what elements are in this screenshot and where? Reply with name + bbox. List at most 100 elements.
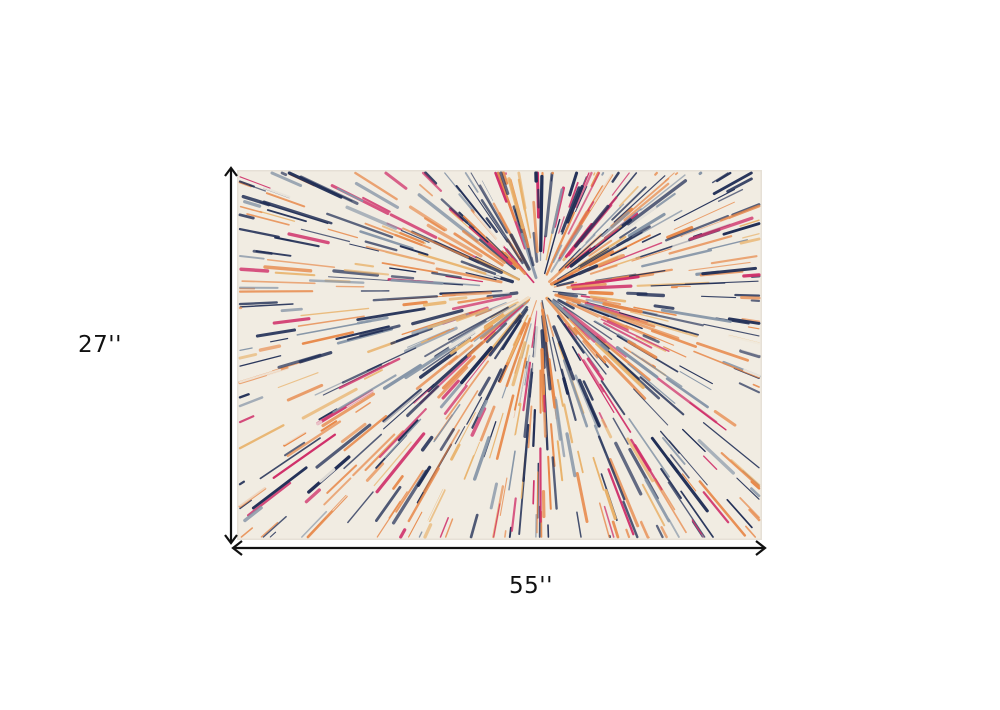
rug-streak bbox=[634, 298, 664, 304]
rug-border bbox=[237, 170, 762, 540]
rug-streak bbox=[562, 359, 589, 428]
rug-streak bbox=[364, 430, 405, 472]
rug-streak bbox=[259, 210, 296, 222]
rug-streak bbox=[640, 174, 686, 211]
rug-streak bbox=[727, 317, 761, 325]
rug-streak bbox=[260, 362, 279, 370]
rug-streak bbox=[508, 405, 520, 455]
rug-streak bbox=[556, 490, 561, 519]
rug-streak bbox=[355, 401, 371, 413]
rug-streak bbox=[421, 171, 443, 192]
rug-streak bbox=[660, 467, 682, 500]
rug-streak bbox=[660, 171, 668, 179]
rug-streak bbox=[577, 264, 599, 276]
rug-streak bbox=[578, 353, 615, 413]
rug-streak bbox=[739, 237, 761, 245]
rug-streak bbox=[532, 479, 535, 505]
rug-streak bbox=[426, 476, 451, 524]
rug-streak bbox=[606, 319, 629, 331]
rug-streak bbox=[374, 383, 431, 431]
rug-streak bbox=[346, 390, 374, 408]
rug-streak bbox=[238, 227, 280, 239]
rug-streak bbox=[582, 340, 599, 359]
rug-streak bbox=[395, 327, 433, 343]
rug-streak bbox=[566, 185, 584, 224]
rug-streak bbox=[255, 328, 297, 338]
rug-streak bbox=[589, 295, 627, 303]
rug-streak bbox=[499, 171, 510, 195]
rug-streak bbox=[246, 481, 292, 517]
rug-streak bbox=[422, 300, 447, 307]
rug-streak bbox=[565, 432, 577, 478]
rug-streak bbox=[660, 308, 732, 323]
rug-streak bbox=[494, 308, 529, 360]
rug-streak bbox=[720, 452, 761, 488]
rug-streak bbox=[556, 379, 564, 407]
rug-streak bbox=[729, 491, 758, 522]
rug-streak bbox=[563, 403, 574, 444]
rug-streak bbox=[740, 296, 761, 300]
rug-streak bbox=[653, 304, 675, 310]
rug-streak bbox=[243, 200, 262, 208]
rug-streak bbox=[742, 233, 760, 239]
rug-streak bbox=[241, 194, 271, 207]
rug-streak bbox=[260, 521, 279, 538]
rug-streak bbox=[443, 384, 468, 415]
rug-streak bbox=[343, 269, 390, 276]
rug-streak bbox=[549, 250, 615, 286]
rug-streak bbox=[545, 211, 576, 276]
rug-streak bbox=[556, 440, 564, 482]
rug-streak bbox=[332, 484, 358, 511]
rug-streak bbox=[239, 499, 252, 510]
rug-streak bbox=[280, 171, 288, 177]
rug-streak bbox=[627, 486, 651, 537]
rug-streak bbox=[489, 498, 499, 539]
rug-streak bbox=[575, 472, 589, 523]
rug-streak bbox=[562, 377, 570, 395]
rug-streak bbox=[359, 324, 401, 338]
rug-streak bbox=[326, 464, 358, 494]
rug-streak bbox=[650, 282, 726, 287]
rug-streak bbox=[418, 350, 457, 379]
rug-streak bbox=[402, 300, 428, 307]
rug-streak bbox=[238, 213, 255, 220]
rug-streak bbox=[427, 327, 455, 341]
rug-streak bbox=[508, 450, 516, 491]
rug-streak bbox=[716, 171, 732, 183]
rug-streak bbox=[639, 318, 698, 338]
rug-streak bbox=[602, 302, 643, 314]
rug-streak bbox=[611, 171, 620, 183]
rug-streak bbox=[738, 382, 760, 394]
rug-streak bbox=[455, 307, 489, 322]
rug-streak bbox=[667, 481, 706, 538]
rug-streak bbox=[650, 426, 684, 467]
rug-streak bbox=[458, 412, 476, 444]
rug-streak bbox=[595, 341, 645, 390]
rug-streak bbox=[374, 485, 402, 523]
rug-streak bbox=[389, 213, 438, 239]
rug-streak bbox=[627, 363, 676, 404]
rug-streak bbox=[575, 171, 593, 209]
rug-streak bbox=[697, 210, 731, 225]
rug-streak bbox=[700, 295, 737, 299]
rug-streak bbox=[277, 353, 322, 369]
rug-streak bbox=[528, 362, 534, 398]
rug-streak bbox=[612, 417, 629, 445]
rug-streak bbox=[511, 341, 527, 387]
rug-streak bbox=[438, 278, 459, 283]
rug-streak bbox=[407, 328, 451, 348]
rug-streak bbox=[752, 383, 760, 388]
rug-streak bbox=[453, 232, 504, 267]
rug-streak bbox=[707, 239, 748, 251]
rug-streak bbox=[641, 483, 666, 527]
rug-streak bbox=[470, 407, 487, 437]
rug-streak bbox=[597, 435, 626, 501]
rug-streak bbox=[381, 262, 439, 274]
rug-streak bbox=[640, 520, 650, 539]
rug-streak bbox=[480, 199, 524, 265]
rug-streak bbox=[722, 525, 732, 538]
rug-streak bbox=[702, 422, 760, 469]
rug-streak bbox=[491, 417, 502, 448]
rug-streak bbox=[573, 327, 607, 364]
rug-streak bbox=[666, 225, 694, 240]
